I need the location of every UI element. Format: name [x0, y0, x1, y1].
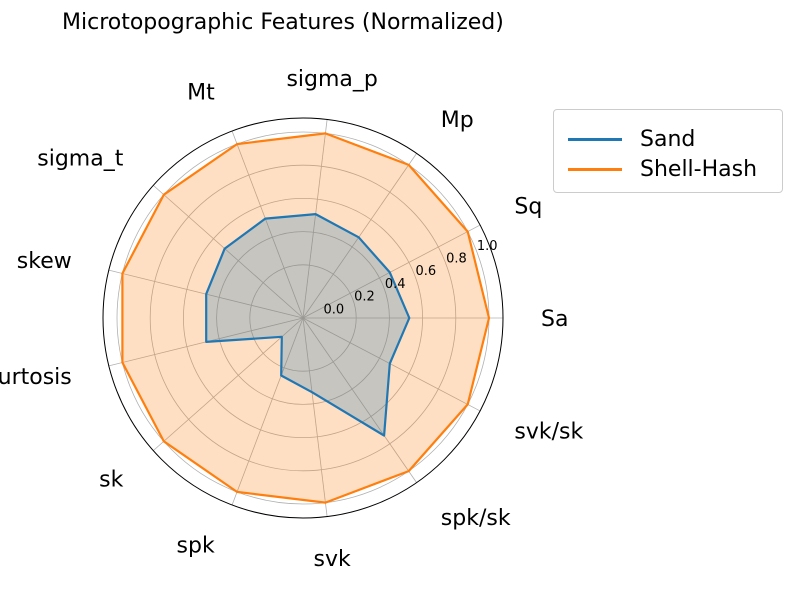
r-tick-label: 0.6 [415, 264, 436, 279]
axis-label-sigma-t: sigma_t [37, 147, 123, 172]
axis-label-kurtosis: kurtosis [0, 365, 72, 390]
legend-swatch-shell-hash [568, 167, 622, 171]
axis-label-sk: sk [99, 467, 123, 492]
axis-label-skew: skew [17, 249, 72, 274]
grid-spoke [231, 317, 304, 506]
legend-item-shell-hash: Shell-Hash [568, 154, 757, 184]
series-fill-sand [206, 214, 410, 436]
legend-swatch-sand [568, 137, 622, 141]
r-tick-label: 1.0 [477, 239, 498, 254]
legend-label-sand: Sand [640, 126, 696, 152]
grid-spoke [302, 119, 328, 319]
grid-spoke [153, 317, 304, 451]
grid-spoke [302, 317, 481, 412]
series-fill-shell-hash [122, 133, 490, 503]
axis-label-svk-sk: svk/sk [514, 419, 583, 444]
series-line-sand [205, 213, 411, 437]
r-tick-label: 0.0 [323, 302, 344, 317]
grid-spoke [302, 153, 417, 319]
axis-label-spk: spk [177, 533, 215, 558]
r-tick-label: 0.2 [354, 290, 375, 305]
axis-label-sa: Sa [541, 307, 568, 332]
axis-label-mt: Mt [187, 81, 215, 106]
polar-spine [102, 117, 504, 519]
grid-spoke [153, 185, 304, 319]
series-line-shell-hash [121, 132, 491, 504]
grid-spoke [231, 130, 304, 319]
axis-label-svk: svk [314, 547, 351, 572]
legend-label-shell-hash: Shell-Hash [640, 156, 758, 182]
axis-label-sigma-p: sigma_p [286, 67, 377, 92]
axis-label-mp: Mp [441, 108, 474, 133]
legend-item-sand: Sand [568, 124, 695, 154]
legend: Sand Shell-Hash [553, 109, 783, 193]
grid-spoke [302, 224, 481, 319]
grid-spoke [302, 317, 417, 483]
axis-label-spk-sk: spk/sk [441, 506, 511, 531]
chart-title: Microtopographic Features (Normalized) [62, 10, 504, 35]
grid-spoke [302, 317, 328, 517]
axis-label-sq: Sq [514, 195, 542, 220]
r-tick-label: 0.4 [385, 277, 406, 292]
r-tick-label: 0.8 [446, 252, 467, 267]
